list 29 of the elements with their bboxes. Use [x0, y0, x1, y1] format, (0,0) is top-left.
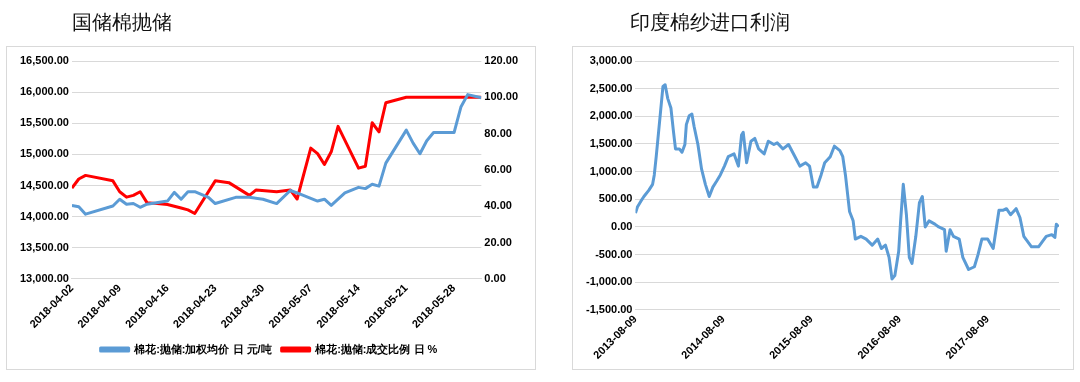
- y-tick-label: 500.00: [598, 192, 633, 205]
- y-tick-label: 3,000.00: [589, 54, 633, 67]
- y-tick-label: 0.00: [611, 219, 633, 232]
- y-tick-label: -1,000.00: [586, 275, 633, 288]
- y-tick-label: 16,500.00: [20, 54, 69, 67]
- y-tick-label: 13,000.00: [20, 271, 69, 284]
- legend-label: 棉花:抛储:成交比例 日 %: [314, 342, 438, 355]
- y-tick-label: 1,500.00: [589, 136, 633, 149]
- y-tick-label: 2,000.00: [589, 109, 633, 122]
- y2-tick-label: 20.00: [484, 235, 512, 248]
- y-tick-label: 14,000.00: [20, 209, 69, 222]
- chart-title: 印度棉纱进口利润: [629, 10, 791, 35]
- y2-tick-label: 80.00: [484, 126, 512, 139]
- y-tick-label: 16,000.00: [20, 85, 69, 98]
- y-tick-label: 14,500.00: [20, 178, 69, 191]
- y-tick-label: 15,500.00: [20, 116, 69, 129]
- y2-tick-label: 40.00: [484, 199, 512, 212]
- y2-tick-label: 120.00: [484, 54, 519, 67]
- y-tick-label: -1,500.00: [586, 302, 633, 315]
- y-tick-label: 2,500.00: [589, 81, 633, 94]
- chart-title: 国储棉抛储: [71, 10, 173, 35]
- y2-tick-label: 60.00: [484, 162, 512, 175]
- y-tick-label: 1,000.00: [589, 164, 633, 177]
- legend-label: 棉花:抛储:加权均价 日 元/吨: [133, 342, 272, 355]
- y2-tick-label: 100.00: [484, 90, 519, 103]
- y2-tick-label: 0.00: [484, 271, 506, 284]
- y-tick-label: 13,500.00: [20, 240, 69, 253]
- y-tick-label: 15,000.00: [20, 147, 69, 160]
- y-tick-label: -500.00: [595, 247, 633, 260]
